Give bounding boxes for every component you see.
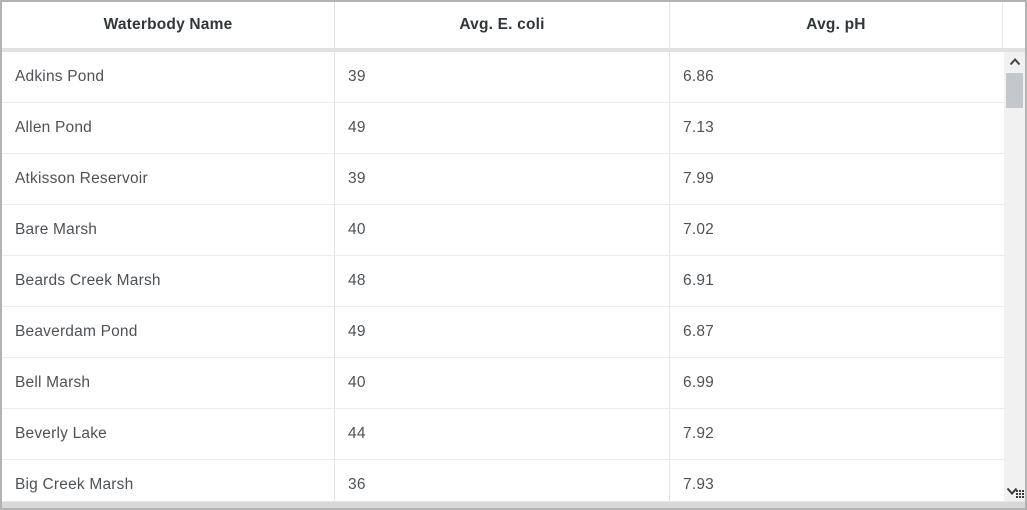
cell-waterbody-name: Beverly Lake [2, 409, 335, 459]
cell-waterbody-name: Adkins Pond [2, 52, 335, 102]
cell-avg-ecoli: 40 [335, 358, 670, 408]
cell-avg-ecoli: 48 [335, 256, 670, 306]
cell-avg-ecoli: 39 [335, 52, 670, 102]
cell-avg-ecoli: 44 [335, 409, 670, 459]
cell-avg-ph: 6.91 [683, 272, 714, 289]
column-header-avg-ecoli[interactable]: Avg. E. coli [335, 2, 670, 48]
cell-avg-ph: 7.13 [683, 119, 714, 136]
cell-avg-ph: 7.99 [683, 170, 714, 187]
table-row[interactable]: Adkins Pond 39 6.86 [2, 52, 1004, 103]
table-row[interactable]: Atkisson Reservoir 39 7.99 [2, 154, 1004, 205]
header-spacer [1003, 2, 1025, 48]
cell-waterbody-name: Atkisson Reservoir [2, 154, 335, 204]
table-row[interactable]: Beaverdam Pond 49 6.87 [2, 307, 1004, 358]
cell-waterbody-name: Bell Marsh [2, 358, 335, 408]
scroll-down-button[interactable] [1004, 483, 1025, 499]
cell-waterbody-name: Bare Marsh [2, 205, 335, 255]
cell-avg-ph: 7.93 [683, 476, 714, 493]
horizontal-scrollbar[interactable] [2, 501, 1025, 508]
cell-avg-ecoli: 49 [335, 103, 670, 153]
cell-waterbody-name: Beards Creek Marsh [2, 256, 335, 306]
resize-grip-icon[interactable] [1016, 490, 1024, 498]
cell-waterbody-name: Big Creek Marsh [2, 460, 335, 501]
cell-waterbody-name: Allen Pond [2, 103, 335, 153]
table-body: Adkins Pond 39 6.86 Allen Pond 49 7.13 A… [2, 52, 1025, 501]
cell-avg-ph: 6.87 [683, 323, 714, 340]
table-row[interactable]: Bell Marsh 40 6.99 [2, 358, 1004, 409]
table-rows: Adkins Pond 39 6.86 Allen Pond 49 7.13 A… [2, 52, 1004, 501]
column-header-avg-ph[interactable]: Avg. pH [670, 2, 1003, 48]
table-row[interactable]: Allen Pond 49 7.13 [2, 103, 1004, 154]
scroll-up-button[interactable] [1004, 54, 1025, 70]
cell-waterbody-name: Beaverdam Pond [2, 307, 335, 357]
column-header-waterbody-name[interactable]: Waterbody Name [2, 2, 335, 48]
vertical-scrollbar[interactable] [1004, 52, 1025, 501]
cell-avg-ph: 7.02 [683, 221, 714, 238]
scrollbar-thumb[interactable] [1006, 73, 1023, 108]
cell-avg-ph: 7.92 [683, 425, 714, 442]
chevron-up-icon [1009, 58, 1021, 66]
cell-avg-ecoli: 36 [335, 460, 670, 501]
table-row[interactable]: Beards Creek Marsh 48 6.91 [2, 256, 1004, 307]
cell-avg-ecoli: 39 [335, 154, 670, 204]
cell-avg-ecoli: 40 [335, 205, 670, 255]
cell-avg-ph: 6.86 [683, 68, 714, 85]
table-row[interactable]: Beverly Lake 44 7.92 [2, 409, 1004, 460]
table-row[interactable]: Big Creek Marsh 36 7.93 [2, 460, 1004, 501]
chevron-down-icon [1006, 487, 1018, 495]
table-header-row: Waterbody Name Avg. E. coli Avg. pH [2, 2, 1025, 52]
cell-avg-ph: 6.99 [683, 374, 714, 391]
cell-avg-ecoli: 49 [335, 307, 670, 357]
table-row[interactable]: Bare Marsh 40 7.02 [2, 205, 1004, 256]
